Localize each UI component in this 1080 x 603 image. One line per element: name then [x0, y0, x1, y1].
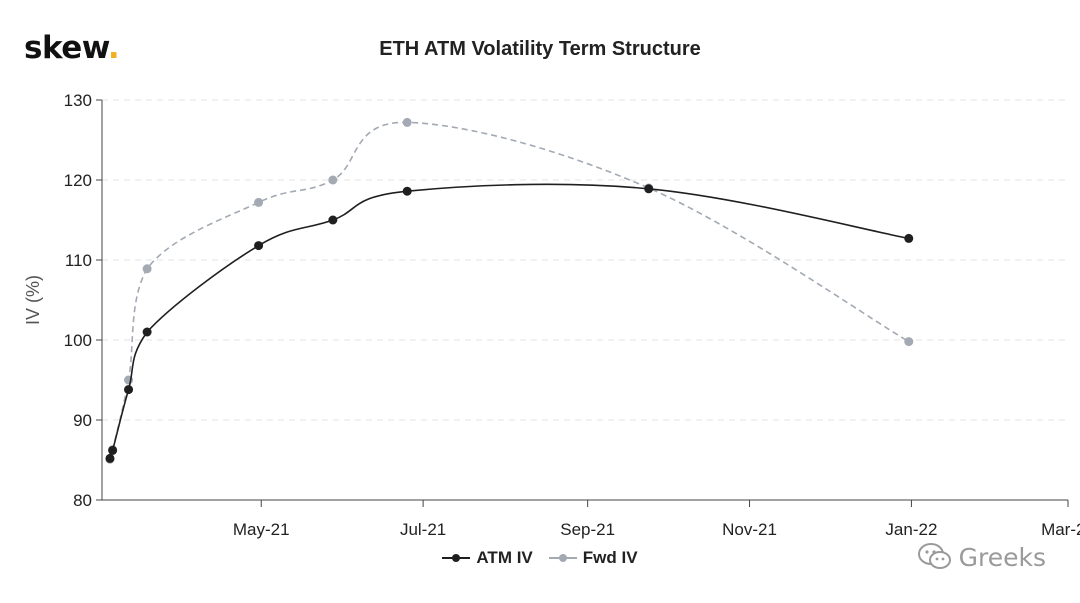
axes-layer: 80 90 100 110 120 130 May-21 Jul-21 Sep-21 Nov-21…	[64, 91, 1080, 539]
data-point-fwd-iv-6	[402, 117, 412, 127]
data-point-fwd-iv-5	[328, 175, 338, 185]
logo-text: skew	[24, 30, 108, 66]
y-axis-title: IV (%)	[23, 275, 43, 325]
y-tick-label-80: 80	[73, 491, 92, 510]
y-tick-label-90: 90	[73, 411, 92, 430]
y-tick-label-130: 130	[64, 91, 92, 110]
watermark: Greeks	[917, 542, 1046, 572]
legend-label-fwd-iv: Fwd IV	[582, 548, 638, 567]
data-point-atm-iv-6	[402, 186, 412, 196]
y-tick-label-100: 100	[64, 331, 92, 350]
legend-item-fwd-iv[interactable]: Fwd IV	[548, 548, 638, 568]
data-point-atm-iv-1	[108, 445, 118, 455]
legend-label-atm-iv: ATM IV	[476, 548, 533, 567]
x-tick-label-Jan-22: Jan-22	[885, 520, 937, 539]
legend-item-atm-iv[interactable]: ATM IV	[442, 548, 533, 568]
data-point-fwd-iv-4	[254, 197, 264, 207]
x-tick-label-Mar-22: Mar-22	[1041, 520, 1080, 539]
skew-logo: skew.	[24, 30, 120, 66]
wechat-icon	[917, 543, 951, 569]
data-point-atm-iv-2	[124, 385, 134, 395]
logo-dot: .	[107, 30, 120, 66]
legend: ATM IV Fwd IV	[0, 548, 1080, 568]
x-tick-label-May-21: May-21	[233, 520, 290, 539]
series-layer	[105, 117, 914, 464]
series-line-atm-iv	[109, 183, 909, 460]
series-line-fwd-iv	[109, 121, 910, 460]
y-tick-label-120: 120	[64, 171, 92, 190]
legend-swatch-atm-iv	[442, 554, 471, 562]
watermark-text: Greeks	[958, 542, 1046, 572]
chart-title: ETH ATM Volatility Term Structure	[379, 38, 701, 60]
data-point-atm-iv-8	[904, 233, 914, 243]
data-point-atm-iv-7	[644, 184, 654, 194]
x-tick-label-Sep-21: Sep-21	[560, 520, 615, 539]
grid-layer	[102, 99, 1068, 421]
legend-swatch-fwd-iv	[548, 554, 577, 562]
x-tick-label-Nov-21: Nov-21	[722, 520, 777, 539]
x-tick-label-Jul-21: Jul-21	[400, 520, 446, 539]
data-point-atm-iv-0	[105, 453, 115, 463]
y-tick-label-110: 110	[65, 251, 92, 270]
data-point-fwd-iv-3	[142, 264, 152, 274]
data-point-atm-iv-3	[142, 327, 152, 337]
data-point-atm-iv-5	[328, 215, 338, 225]
data-point-atm-iv-4	[254, 241, 264, 251]
data-point-fwd-iv-8	[904, 337, 914, 347]
